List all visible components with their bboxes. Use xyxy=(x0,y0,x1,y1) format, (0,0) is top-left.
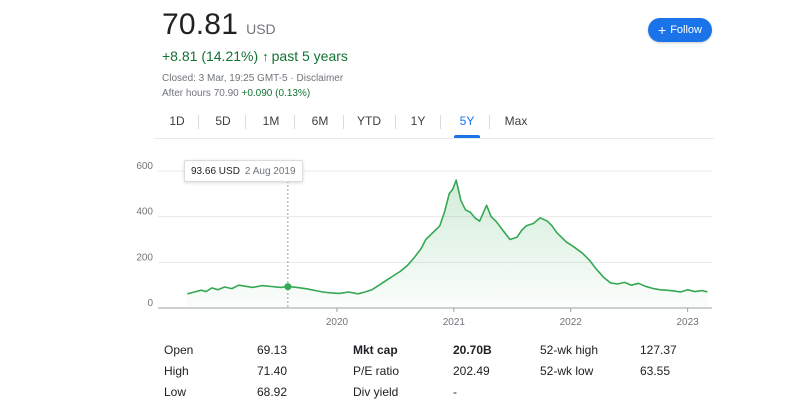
arrow-up-icon: ↑ xyxy=(262,48,269,64)
follow-button[interactable]: + Follow xyxy=(648,18,712,42)
stat-label-52wk-low: 52-wk low xyxy=(540,364,594,378)
closed-time: Closed: 3 Mar, 19:25 GMT-5 · Disclaimer xyxy=(162,73,344,84)
change-period: past 5 years xyxy=(271,48,348,64)
stat-value-pe-ratio: 202.49 xyxy=(453,364,490,378)
y-tick-label: 400 xyxy=(136,207,153,218)
chart-tooltip: 93.66 USD 2 Aug 2019 xyxy=(184,160,303,182)
stat-label-52wk-high: 52-wk high xyxy=(540,343,599,357)
stat-label-mkt-cap: Mkt cap xyxy=(353,343,398,357)
plus-icon: + xyxy=(658,22,667,38)
after-hours-change: +0.090 (0.13%) xyxy=(241,88,311,99)
x-tick-label: 2020 xyxy=(326,317,349,328)
stat-value-52wk-high: 127.37 xyxy=(640,343,677,357)
stat-label-pe-ratio: P/E ratio xyxy=(353,364,400,378)
y-axis-ticks: 600 400 200 0 xyxy=(136,161,153,309)
currency-label: USD xyxy=(246,21,276,37)
y-tick-label: 0 xyxy=(147,298,153,309)
tab-divider xyxy=(245,115,246,129)
tab-divider xyxy=(489,115,490,129)
range-tabs: 1D 5D 1M 6M YTD 1Y 5Y Max xyxy=(162,110,542,138)
stats-table: Open 69.13 High 71.40 Low 68.92 Mkt cap … xyxy=(164,343,724,409)
price-change: +8.81 (14.21%) xyxy=(162,48,259,64)
x-tick-label: 2021 xyxy=(443,317,466,328)
y-tick-label: 600 xyxy=(136,161,153,172)
tabs-divider-line xyxy=(154,138,714,139)
stat-label-high: High xyxy=(164,364,189,378)
stat-label-low: Low xyxy=(164,385,187,399)
tab-1d[interactable]: 1D xyxy=(169,114,185,128)
tab-max[interactable]: Max xyxy=(504,114,528,128)
tab-divider xyxy=(343,115,344,129)
tab-1y[interactable]: 1Y xyxy=(410,114,426,128)
stat-value-high: 71.40 xyxy=(257,364,288,378)
price-row: 70.81 USD xyxy=(162,8,276,42)
tooltip-price: 93.66 USD xyxy=(191,165,240,177)
after-hours-label: After hours 70.90 xyxy=(162,88,239,99)
y-tick-label: 200 xyxy=(136,252,153,263)
x-tick-label: 2023 xyxy=(676,317,699,328)
tab-ytd[interactable]: YTD xyxy=(357,114,381,128)
price-line xyxy=(187,179,708,295)
stat-value-div-yield: - xyxy=(453,385,457,399)
stat-value-52wk-low: 63.55 xyxy=(640,364,671,378)
stat-label-div-yield: Div yield xyxy=(353,385,399,399)
follow-label: Follow xyxy=(670,24,702,36)
stat-value-mkt-cap: 20.70B xyxy=(453,343,492,357)
hover-point xyxy=(284,283,292,291)
tooltip-date: 2 Aug 2019 xyxy=(244,165,296,177)
tab-divider xyxy=(395,115,396,129)
tab-divider xyxy=(198,115,199,129)
tab-divider xyxy=(294,115,295,129)
tab-6m[interactable]: 6M xyxy=(311,114,329,128)
current-price: 70.81 xyxy=(162,8,239,41)
x-axis-ticks: 2020 2021 2022 2023 xyxy=(326,308,699,328)
tab-5y[interactable]: 5Y xyxy=(454,110,480,138)
price-area xyxy=(187,180,708,308)
x-tick-label: 2022 xyxy=(560,317,583,328)
stat-value-open: 69.13 xyxy=(257,343,288,357)
price-change-row: +8.81 (14.21%) ↑ past 5 years xyxy=(162,48,348,64)
stat-label-open: Open xyxy=(164,343,194,357)
tab-1m[interactable]: 1M xyxy=(262,114,280,128)
stat-value-low: 68.92 xyxy=(257,385,288,399)
tab-5d[interactable]: 5D xyxy=(215,114,231,128)
after-hours-row: After hours 70.90 +0.090 (0.13%) xyxy=(162,88,310,99)
tab-divider xyxy=(440,115,441,129)
